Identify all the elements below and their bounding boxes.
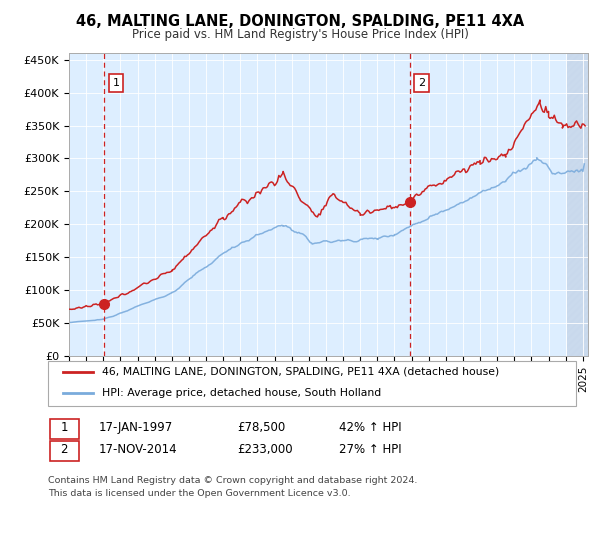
Text: 46, MALTING LANE, DONINGTON, SPALDING, PE11 4XA (detached house): 46, MALTING LANE, DONINGTON, SPALDING, P… bbox=[102, 367, 499, 377]
Text: 17-JAN-1997: 17-JAN-1997 bbox=[99, 421, 173, 435]
Text: HPI: Average price, detached house, South Holland: HPI: Average price, detached house, Sout… bbox=[102, 388, 381, 398]
Text: £233,000: £233,000 bbox=[237, 443, 293, 456]
Text: Contains HM Land Registry data © Crown copyright and database right 2024.
This d: Contains HM Land Registry data © Crown c… bbox=[48, 476, 418, 497]
Text: 27% ↑ HPI: 27% ↑ HPI bbox=[339, 443, 401, 456]
Text: 17-NOV-2014: 17-NOV-2014 bbox=[99, 443, 178, 456]
Text: Price paid vs. HM Land Registry's House Price Index (HPI): Price paid vs. HM Land Registry's House … bbox=[131, 28, 469, 41]
Text: 2: 2 bbox=[61, 443, 68, 456]
Text: £78,500: £78,500 bbox=[237, 421, 285, 435]
Text: 1: 1 bbox=[113, 78, 119, 88]
Text: 1: 1 bbox=[61, 421, 68, 435]
Text: 2: 2 bbox=[418, 78, 425, 88]
Bar bbox=[567, 53, 588, 356]
Text: 46, MALTING LANE, DONINGTON, SPALDING, PE11 4XA: 46, MALTING LANE, DONINGTON, SPALDING, P… bbox=[76, 14, 524, 29]
Bar bbox=[567, 53, 588, 356]
Text: 42% ↑ HPI: 42% ↑ HPI bbox=[339, 421, 401, 435]
